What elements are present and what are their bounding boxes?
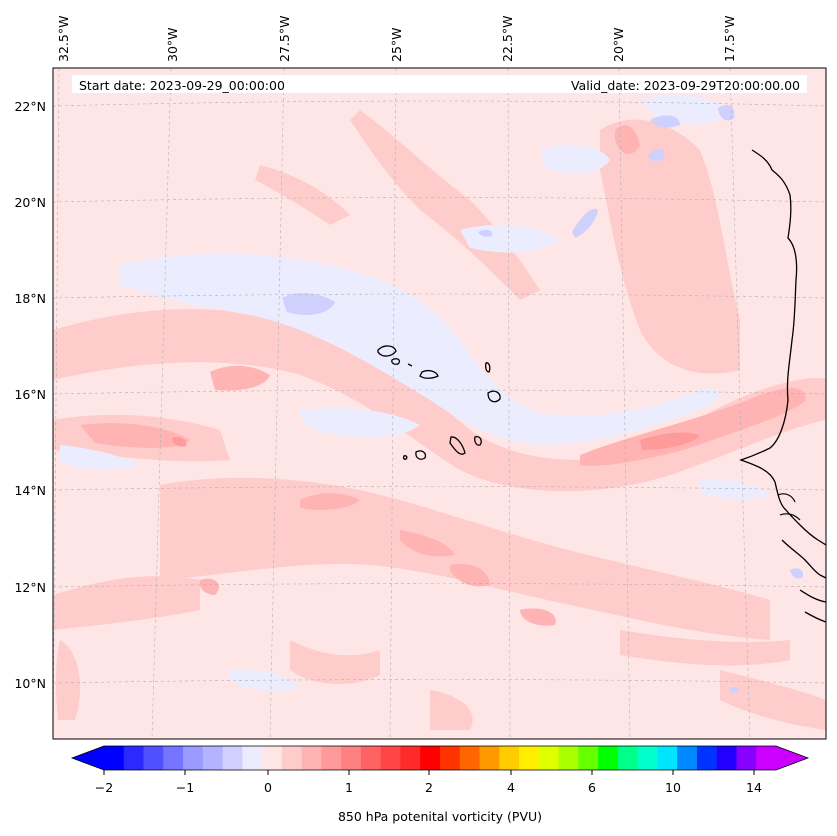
colorbar-tick-label: 4 [507,780,515,795]
lat-label: 20°N [14,195,46,210]
colorbar-swatch [341,746,362,770]
lat-label: 16°N [14,387,46,402]
colorbar-swatch [716,746,737,770]
colorbar-swatch [756,746,777,770]
lon-label: 30°W [165,27,180,62]
colorbar-swatch [538,746,559,770]
colorbar-tick-label: 2 [425,780,433,795]
colorbar-extend-max [776,746,808,770]
colorbar-swatch [459,746,480,770]
map-panel: Start date: 2023-09-29_00:00:00 Valid_da… [53,68,826,739]
colorbar-swatch [183,746,204,770]
lon-label: 25°W [389,27,404,62]
lon-label: 17.5°W [722,16,737,62]
colorbar-swatch [736,746,757,770]
colorbar-tick-label: 10 [665,780,681,795]
gridlines [53,68,826,739]
colorbar-swatch [479,746,500,770]
africa-coastline [739,149,826,546]
colorbar-tick-label: 6 [588,780,596,795]
colorbar-ticks [103,770,755,775]
colorbar-swatch [400,746,421,770]
colorbar-tick-label: 14 [746,780,762,795]
pv-contour-blue [282,105,804,693]
longitude-labels: 32.5°W 30°W 27.5°W 25°W 22.5°W 20°W 17.5… [56,16,737,62]
colorbar-swatch [696,746,718,770]
lat-label: 18°N [14,291,46,306]
lon-label: 20°W [611,27,626,62]
colorbar-swatch [301,746,322,770]
colorbar-swatch [242,746,263,770]
colorbar-tick-label: −2 [95,780,113,795]
colorbar-swatch [163,746,184,770]
lon-label: 27.5°W [277,16,292,62]
colorbar-swatch [657,746,678,770]
colorbar-swatch [143,746,164,770]
cape-verde-islands [377,345,501,460]
colorbar-swatch [123,746,144,770]
colorbar-extend-min [72,746,104,770]
colorbar: −2 −1 0 1 2 4 6 10 14 850 hPa potenital … [70,745,810,824]
colorbar-swatch [360,746,382,770]
colorbar-swatch [202,746,223,770]
colorbar-title: 850 hPa potenital vorticity (PVU) [338,809,542,824]
lat-label: 10°N [14,676,46,691]
colorbar-swatch [598,746,619,770]
lat-label: 12°N [14,580,46,595]
colorbar-swatch [558,746,579,770]
colorbar-swatch [321,746,342,770]
senegal-coast-inlet [777,493,801,521]
colorbar-swatch [222,746,243,770]
colorbar-swatches [104,746,777,770]
map-frame [52,67,827,740]
start-date-label: Start date: 2023-09-29_00:00:00 [79,78,285,93]
lon-label: 32.5°W [56,16,71,62]
lon-label: 22.5°W [500,16,515,62]
pv-contour-light-red [53,110,826,730]
valid-date-label: Valid_date: 2023-09-29T20:00:00.00 [571,78,800,93]
colorbar-swatch [420,746,441,770]
start-date-box [72,75,302,93]
colorbar-swatch [677,746,698,770]
colorbar-tick-label: 1 [345,780,353,795]
lat-label: 14°N [14,483,46,498]
colorbar-swatch [281,746,303,770]
latitude-labels: 22°N 20°N 18°N 16°N 14°N 12°N 10°N [14,99,46,691]
colorbar-swatch [380,746,401,770]
pv-contour-strong-red [172,432,700,450]
colorbar-swatch [104,746,125,770]
valid-date-box [540,75,807,93]
colorbar-swatch [440,746,461,770]
colorbar-swatch [637,746,658,770]
colorbar-swatch [519,746,540,770]
colorbar-swatch [262,746,283,770]
lat-label: 22°N [14,99,46,114]
info-box-middle [302,75,540,93]
colorbar-tick-label: −1 [176,780,194,795]
pv-contour-medium-red [80,125,806,626]
colorbar-swatch [499,746,520,770]
colorbar-swatch [617,746,639,770]
colorbar-tick-label: 0 [264,780,272,795]
colorbar-swatch [578,746,599,770]
africa-coastline-south [781,539,826,623]
